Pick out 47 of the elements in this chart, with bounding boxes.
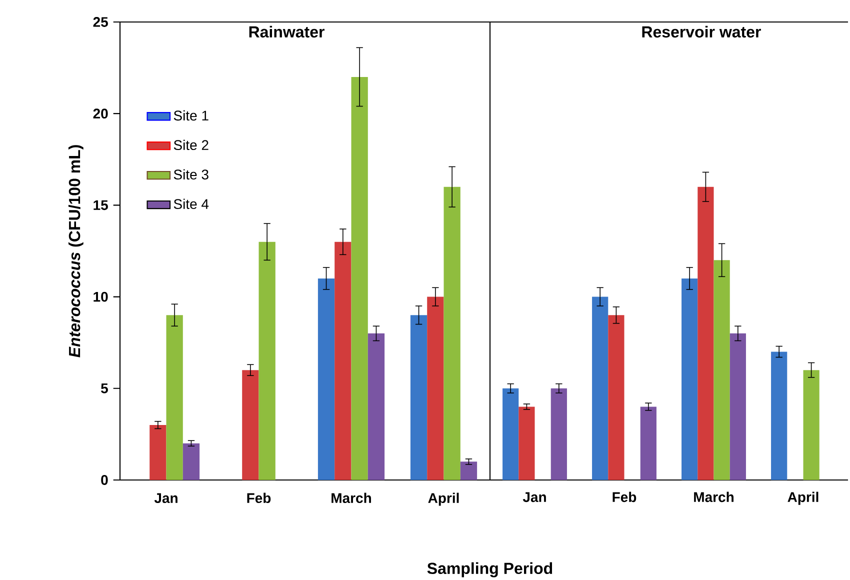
x-tick-label: Feb <box>612 492 636 502</box>
y-axis-title: Enterococcus (CFU/100 mL) <box>68 145 84 358</box>
bar <box>698 186 714 480</box>
bar <box>150 425 166 480</box>
y-tick-label: 20 <box>93 108 108 119</box>
bar <box>460 462 478 480</box>
x-tick-label: Jan <box>154 493 178 504</box>
x-tick-label: March <box>694 492 734 502</box>
legend-label: Site 3 <box>174 169 208 180</box>
bar <box>608 315 624 480</box>
x-tick-label: March <box>332 492 371 504</box>
legend-label: Site 4 <box>174 198 209 210</box>
bar <box>427 296 444 480</box>
bar <box>258 242 276 480</box>
x-tick-label: Jan <box>522 492 546 502</box>
bar <box>730 333 746 480</box>
legend-label: Site 1 <box>174 110 208 121</box>
bar <box>518 406 535 480</box>
bar <box>592 296 608 480</box>
bar <box>182 443 200 480</box>
bar <box>550 388 567 480</box>
chart-title: Rainwater <box>249 26 324 38</box>
y-tick-label: 25 <box>93 17 108 27</box>
bar <box>410 315 428 480</box>
bar <box>502 388 519 480</box>
legend-label: Site 2 <box>174 140 208 150</box>
bar <box>318 278 335 480</box>
x-tick-label: April <box>788 492 818 505</box>
bar <box>242 370 259 480</box>
y-tick-label: 15 <box>94 200 108 210</box>
x-axis-title: Sampling Period <box>427 562 552 578</box>
bar <box>803 370 820 480</box>
bar <box>334 242 352 480</box>
bar <box>682 278 698 480</box>
x-tick-label: Feb <box>247 492 271 504</box>
y-tick-label: 10 <box>94 292 108 302</box>
bar <box>714 260 730 480</box>
bar <box>444 186 460 480</box>
bar <box>351 76 368 480</box>
bar <box>368 333 385 480</box>
y-tick-label: 5 <box>101 384 108 394</box>
bar <box>771 352 788 480</box>
chart-title: Reservoir water <box>642 26 761 38</box>
bar <box>640 406 656 480</box>
x-tick-label: April <box>428 492 459 506</box>
bar <box>166 315 183 480</box>
y-tick-label: 0 <box>101 475 108 485</box>
